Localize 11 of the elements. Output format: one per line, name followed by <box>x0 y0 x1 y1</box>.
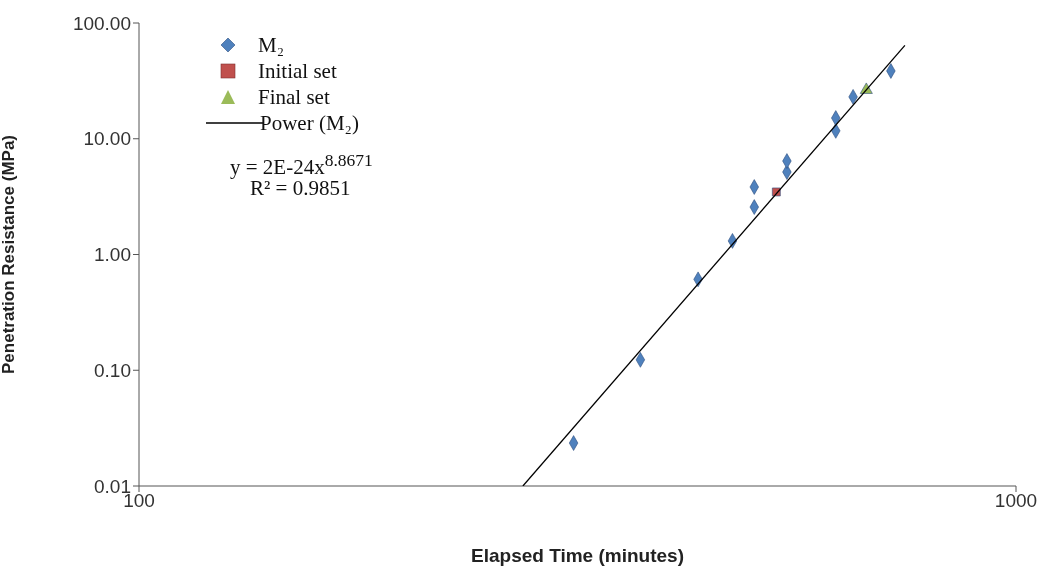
legend-label: M₂ <box>258 32 284 58</box>
y-tick-label: 10.00 <box>83 128 131 150</box>
legend-label: Final set <box>258 84 330 110</box>
legend-label: Power (M₂) <box>260 110 359 136</box>
y-tick-label: 0.10 <box>94 359 131 381</box>
y-tick-label: 100.00 <box>72 12 131 34</box>
legend-label: Initial set <box>258 58 337 84</box>
x-axis-title: Elapsed Time (minutes) <box>471 545 684 566</box>
x-tick-label: 1000 <box>994 490 1038 512</box>
y-tick-label: 1.00 <box>94 244 131 266</box>
y-axis-title: Penetration Resistance (MPa) <box>0 134 19 375</box>
